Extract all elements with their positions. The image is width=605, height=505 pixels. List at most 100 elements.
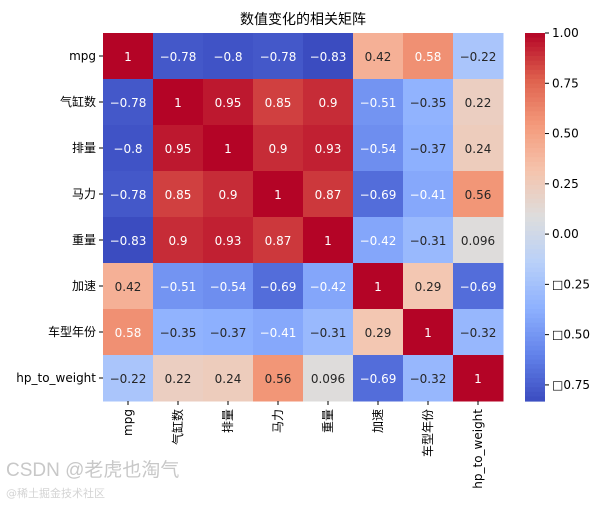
cell-annotation: 1	[324, 234, 332, 248]
colorbar-segment	[525, 364, 545, 370]
y-tick-label: 加速	[72, 279, 96, 293]
colorbar-segment	[525, 189, 545, 195]
colorbar-segment	[525, 396, 545, 402]
cell-annotation: −0.51	[160, 280, 197, 294]
colorbar-segment	[525, 134, 545, 140]
cell-annotation: 0.9	[218, 188, 237, 202]
heatmap-cell	[403, 125, 454, 172]
colorbar-segment	[525, 138, 545, 144]
colorbar-segment	[525, 88, 545, 94]
heatmap-cell	[253, 125, 304, 172]
x-tick-label: 重量	[321, 409, 335, 433]
colorbar-segment	[525, 60, 545, 66]
heatmap-cell	[253, 33, 304, 80]
heatmap-cell	[453, 171, 504, 218]
heatmap-cell	[403, 309, 454, 356]
cell-annotation: 0.58	[415, 50, 442, 64]
x-tick-label: 加速	[371, 409, 385, 433]
heatmap-cell	[253, 171, 304, 218]
colorbar-segment	[525, 161, 545, 167]
cell-annotation: −0.54	[360, 142, 397, 156]
cell-annotation: 1	[374, 280, 382, 294]
colorbar-segment	[525, 290, 545, 296]
heatmap-cell	[153, 171, 204, 218]
heatmap-cell	[153, 79, 204, 126]
cell-annotation: 0.096	[461, 234, 495, 248]
colorbar-segment	[525, 69, 545, 75]
cell-annotation: 0.42	[365, 50, 392, 64]
colorbar-tick-label: □0.25	[552, 277, 590, 291]
colorbar-segment	[525, 33, 545, 39]
x-tick-label: 车型年份	[420, 409, 435, 457]
heatmap-cell	[203, 355, 254, 402]
heatmap-cell	[253, 217, 304, 264]
cell-annotation: 0.56	[265, 372, 292, 386]
cell-annotation: 1	[274, 188, 282, 202]
heatmap-cell	[253, 263, 304, 310]
heatmap-cell	[453, 33, 504, 80]
colorbar-segment	[525, 267, 545, 273]
colorbar-segment	[525, 198, 545, 204]
cell-annotation: 1	[474, 372, 482, 386]
heatmap-cell	[403, 171, 454, 218]
colorbar-segment	[525, 336, 545, 342]
cell-annotation: 0.56	[465, 188, 492, 202]
colorbar-segment	[525, 148, 545, 154]
colorbar-segment	[525, 212, 545, 218]
colorbar-segment	[525, 304, 545, 310]
cell-annotation: −0.35	[160, 326, 197, 340]
colorbar-segment	[525, 240, 545, 246]
cell-annotation: −0.37	[210, 326, 247, 340]
heatmap-cell	[103, 79, 154, 126]
y-tick-label: 车型年份	[48, 324, 96, 339]
cell-annotation: −0.69	[360, 188, 397, 202]
colorbar-tick-label: 1.00	[552, 26, 579, 40]
cell-annotation: −0.37	[410, 142, 447, 156]
colorbar-segment	[525, 341, 545, 347]
x-tick-label: 排量	[221, 409, 235, 433]
colorbar-segment	[525, 235, 545, 241]
colorbar-segment	[525, 322, 545, 328]
y-tick-label: 排量	[72, 141, 96, 155]
cell-annotation: 0.29	[365, 326, 392, 340]
colorbar-tick-label: 0.75	[552, 76, 579, 90]
cell-annotation: −0.35	[410, 96, 447, 110]
colorbar-segment	[525, 286, 545, 292]
heatmap-cell	[203, 309, 254, 356]
colorbar-segment	[525, 327, 545, 333]
colorbar-segment	[525, 180, 545, 186]
colorbar-segment	[525, 368, 545, 374]
cell-annotation: 0.29	[415, 280, 442, 294]
y-tick-label: 气缸数	[60, 94, 96, 109]
colorbar-segment	[525, 83, 545, 89]
colorbar-segment	[525, 332, 545, 338]
colorbar-segment	[525, 272, 545, 278]
colorbar-segment	[525, 175, 545, 181]
heatmap-cell	[103, 309, 154, 356]
colorbar-segment	[525, 56, 545, 62]
cell-annotation: −0.78	[110, 96, 147, 110]
cell-annotation: −0.69	[360, 372, 397, 386]
heatmap-cell	[303, 33, 354, 80]
heatmap-cell	[253, 355, 304, 402]
cell-annotation: −0.54	[210, 280, 247, 294]
heatmap-cell	[153, 217, 204, 264]
heatmap-cell	[103, 355, 154, 402]
colorbar-segment	[525, 152, 545, 158]
colorbar-segment	[525, 106, 545, 112]
heatmap-cell	[153, 125, 204, 172]
cell-annotation: −0.31	[410, 234, 447, 248]
colorbar-segment	[525, 244, 545, 250]
colorbar-segment	[525, 230, 545, 236]
cell-annotation: −0.83	[110, 234, 147, 248]
x-tick-label: 马力	[271, 409, 285, 433]
colorbar-segment	[525, 318, 545, 324]
cell-annotation: −0.69	[460, 280, 497, 294]
cell-annotation: 0.24	[465, 142, 492, 156]
heatmap-cell	[303, 355, 354, 402]
y-tick-label: 重量	[72, 233, 96, 247]
cell-annotation: 0.9	[168, 234, 187, 248]
cell-annotation: −0.8	[113, 142, 142, 156]
cell-annotation: 0.9	[318, 96, 337, 110]
